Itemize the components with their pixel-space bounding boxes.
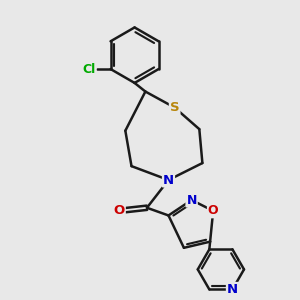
Text: N: N <box>163 173 174 187</box>
Text: S: S <box>170 101 179 114</box>
Text: O: O <box>114 204 125 217</box>
Text: N: N <box>227 283 238 296</box>
Text: Cl: Cl <box>82 62 96 76</box>
Text: N: N <box>186 194 197 206</box>
Text: O: O <box>208 204 218 217</box>
